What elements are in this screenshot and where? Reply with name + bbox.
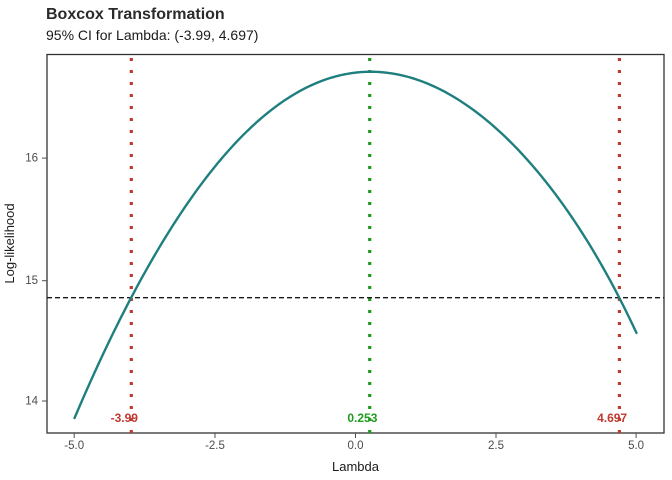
svg-text:-3.99: -3.99 xyxy=(111,411,139,425)
svg-text:16: 16 xyxy=(25,153,38,165)
svg-text:-5.0: -5.0 xyxy=(64,440,84,452)
svg-text:0.0: 0.0 xyxy=(348,440,364,452)
svg-text:4.697: 4.697 xyxy=(597,411,627,425)
svg-text:14: 14 xyxy=(25,396,38,408)
svg-text:Log-likelihood: Log-likelihood xyxy=(2,203,17,283)
svg-text:0.253: 0.253 xyxy=(347,411,377,425)
svg-text:-2.5: -2.5 xyxy=(205,440,225,452)
svg-text:15: 15 xyxy=(25,275,38,287)
svg-text:Lambda: Lambda xyxy=(332,459,380,474)
svg-text:2.5: 2.5 xyxy=(488,440,504,452)
svg-text:5.0: 5.0 xyxy=(628,440,644,452)
